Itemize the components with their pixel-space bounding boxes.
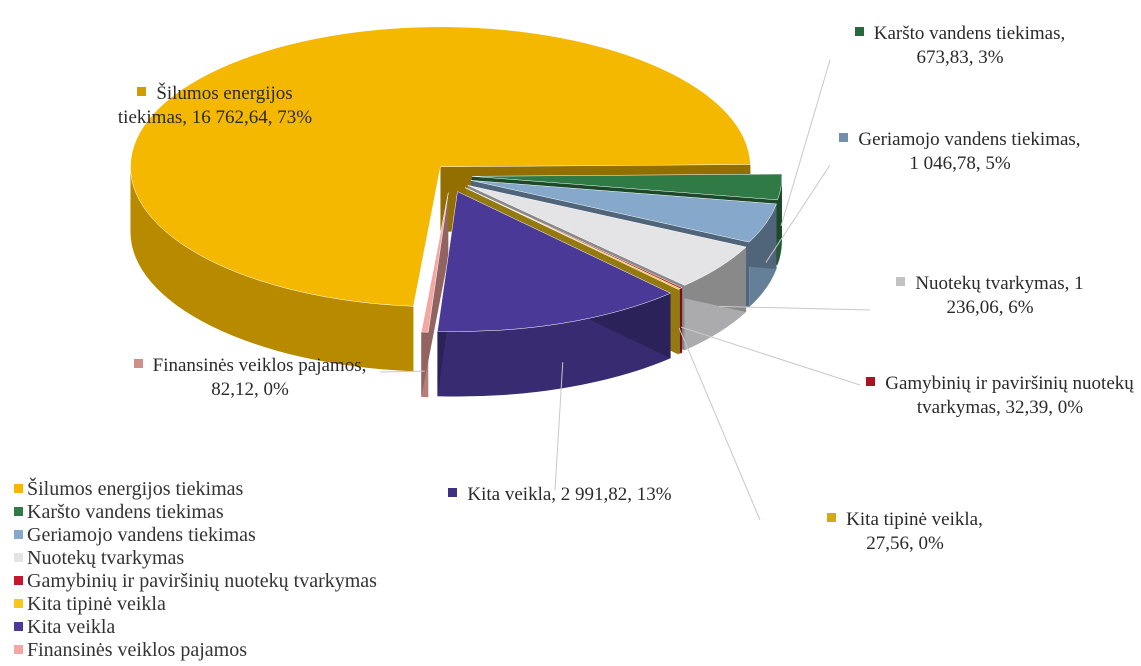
legend-label: Nuotekų tvarkymas bbox=[27, 547, 185, 569]
legend-marker bbox=[14, 645, 23, 654]
label-marker bbox=[896, 277, 906, 286]
legend-marker bbox=[14, 507, 23, 516]
label-text: Kita veikla, 2 991,82, 13% bbox=[467, 484, 672, 505]
legend-marker bbox=[14, 576, 23, 585]
slice bbox=[437, 191, 672, 332]
slice bbox=[471, 173, 783, 201]
label-marker bbox=[839, 133, 849, 142]
leader-line bbox=[379, 370, 425, 373]
slice bbox=[465, 187, 681, 290]
leader-line bbox=[554, 362, 564, 491]
label-marker bbox=[827, 513, 837, 522]
slice bbox=[470, 180, 777, 243]
legend-marker bbox=[14, 599, 23, 608]
legend-label: Karšto vandens tiekimas bbox=[27, 501, 224, 523]
slice bbox=[130, 26, 751, 307]
legend-label: Finansinės veiklos pajamos bbox=[27, 639, 247, 661]
label-text: Karšto vandens tiekimas, 673,83, 3% bbox=[873, 23, 1066, 68]
legend-label: Kita veikla bbox=[27, 616, 116, 638]
legend-marker bbox=[14, 484, 23, 493]
leader-line bbox=[680, 326, 861, 386]
data-label: Karšto vandens tiekimas, 673,83, 3% bbox=[845, 22, 1075, 70]
label-text: Finansinės veiklos pajamos, 82,12, 0% bbox=[152, 355, 367, 400]
legend-marker bbox=[14, 530, 23, 539]
leader-line bbox=[678, 327, 761, 521]
legend-marker bbox=[14, 622, 23, 631]
data-label: Nuotekų tvarkymas, 1 236,06, 6% bbox=[880, 272, 1100, 320]
data-label: Kita tipinė veikla, 27,56, 0% bbox=[805, 508, 1005, 556]
legend-item: Nuotekų tvarkymas bbox=[14, 547, 184, 569]
label-marker bbox=[866, 377, 876, 386]
legend-label: Kita tipinė veikla bbox=[27, 593, 166, 615]
slice-cut bbox=[421, 192, 449, 398]
legend-item: Šilumos energijos tiekimas bbox=[14, 478, 243, 500]
data-label: Finansinės veiklos pajamos, 82,12, 0% bbox=[130, 354, 370, 402]
data-label: Šilumos energijos tiekimas, 16 762,64, 7… bbox=[115, 82, 315, 130]
label-marker bbox=[448, 488, 458, 497]
label-text: Šilumos energijos tiekimas, 16 762,64, 7… bbox=[117, 83, 313, 128]
legend-item: Kita veikla bbox=[14, 616, 115, 638]
slice bbox=[467, 185, 747, 286]
label-marker bbox=[137, 87, 147, 96]
data-label: Kita veikla, 2 991,82, 13% bbox=[435, 483, 685, 507]
leader-line bbox=[718, 305, 871, 311]
data-label: Gamybinių ir paviršinių nuotekų tvarkyma… bbox=[865, 372, 1135, 420]
legend-label: Šilumos energijos tiekimas bbox=[27, 478, 244, 500]
label-marker bbox=[854, 27, 864, 36]
slice bbox=[421, 192, 449, 333]
legend-item: Gamybinių ir paviršinių nuotekų tvarkyma… bbox=[14, 570, 377, 592]
legend-label: Geriamojo vandens tiekimas bbox=[27, 524, 256, 546]
legend-marker bbox=[14, 553, 23, 562]
legend-item: Geriamojo vandens tiekimas bbox=[14, 524, 256, 546]
leader-line bbox=[765, 164, 831, 263]
label-text: Gamybinių ir paviršinių nuotekų tvarkyma… bbox=[885, 373, 1134, 418]
label-marker bbox=[133, 359, 143, 368]
legend-item: Finansinės veiklos pajamos bbox=[14, 639, 247, 661]
legend-item: Kita tipinė veikla bbox=[14, 593, 166, 615]
slice-side bbox=[130, 166, 414, 372]
data-label: Geriamojo vandens tiekimas, 1 046,78, 5% bbox=[835, 128, 1085, 176]
legend-item: Karšto vandens tiekimas bbox=[14, 501, 224, 523]
label-text: Kita tipinė veikla, 27,56, 0% bbox=[846, 509, 983, 554]
label-text: Nuotekų tvarkymas, 1 236,06, 6% bbox=[915, 273, 1084, 318]
legend-label: Gamybinių ir paviršinių nuotekų tvarkyma… bbox=[27, 570, 377, 592]
label-text: Geriamojo vandens tiekimas, 1 046,78, 5% bbox=[858, 129, 1081, 174]
leader-line bbox=[780, 59, 831, 227]
